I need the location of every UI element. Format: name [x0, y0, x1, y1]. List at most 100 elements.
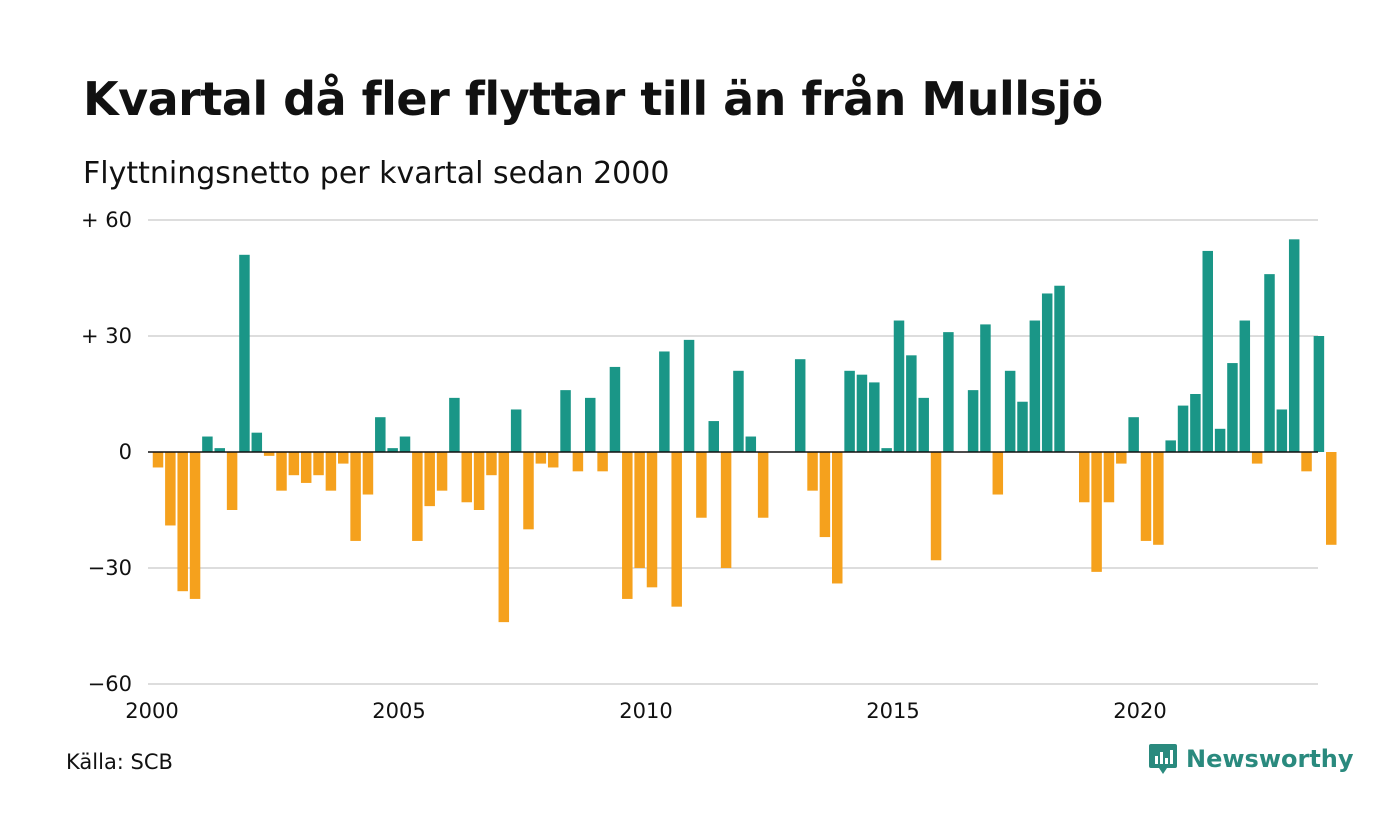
- bar: [486, 452, 497, 476]
- bar: [1326, 452, 1337, 545]
- bar: [1017, 401, 1028, 452]
- bar: [1079, 452, 1090, 503]
- bar: [152, 452, 164, 468]
- bar: [856, 374, 868, 452]
- bar: [338, 452, 349, 464]
- bar: [980, 324, 991, 452]
- x-tick-label: 2000: [125, 699, 178, 723]
- brand-name: Newsworthy: [1186, 745, 1354, 773]
- bar: [214, 448, 225, 452]
- bar: [819, 452, 831, 538]
- bar: [1103, 452, 1115, 503]
- bar: [659, 351, 670, 452]
- bar: [1054, 285, 1065, 452]
- bar: [1239, 320, 1251, 452]
- bar: [881, 448, 892, 452]
- bar: [473, 452, 485, 510]
- bar: [436, 452, 448, 491]
- bar: [757, 452, 769, 518]
- bar: [288, 452, 300, 476]
- source-note: Källa: SCB: [66, 750, 173, 774]
- newsworthy-logo-icon: [1149, 744, 1177, 774]
- bar: [745, 436, 757, 452]
- bar: [733, 370, 744, 452]
- bar: [165, 452, 176, 526]
- bar: [992, 452, 1004, 495]
- bar: [412, 452, 423, 541]
- bar: [1004, 370, 1016, 452]
- bar: [930, 452, 942, 561]
- bar: [844, 370, 855, 452]
- x-tick-label: 2020: [1113, 699, 1166, 723]
- y-tick-label: + 30: [81, 324, 132, 348]
- bar: [708, 421, 719, 452]
- grid-lines: [148, 219, 1318, 685]
- bar: [918, 397, 929, 452]
- bar: [1190, 394, 1201, 452]
- brand-logo: Newsworthy: [1148, 742, 1354, 776]
- y-axis-ticks: + 60 + 30 0 −30 −60: [81, 208, 132, 696]
- bar: [720, 452, 732, 568]
- bars: [152, 239, 1337, 623]
- bar: [239, 254, 250, 452]
- bar: [906, 355, 917, 452]
- bar: [1301, 452, 1312, 472]
- bar: [832, 452, 843, 584]
- bar: [547, 452, 559, 468]
- bar: [609, 366, 621, 452]
- bar: [313, 452, 324, 476]
- bar: [375, 417, 386, 452]
- bar: [1041, 293, 1053, 452]
- y-tick-label: 0: [119, 440, 132, 464]
- chart-subtitle: Flyttningsnetto per kvartal sedan 2000: [83, 156, 670, 191]
- bar: [1276, 409, 1288, 452]
- bar: [1165, 440, 1176, 452]
- bar: [1214, 428, 1226, 452]
- bar: [399, 436, 411, 452]
- bar: [177, 452, 188, 592]
- bar: [449, 397, 460, 452]
- y-tick-label: + 60: [81, 208, 132, 232]
- bar: [1264, 274, 1275, 452]
- bar: [510, 409, 522, 452]
- bar: [189, 452, 201, 599]
- bar: [523, 452, 534, 530]
- bar: [597, 452, 608, 472]
- bar: [1091, 452, 1102, 572]
- bar: [424, 452, 435, 507]
- bar: [362, 452, 374, 495]
- bar: [498, 452, 510, 623]
- bar: [967, 390, 979, 452]
- bar: [943, 332, 954, 452]
- bar: [251, 432, 263, 452]
- bar: [1116, 452, 1127, 464]
- bar: [893, 320, 905, 452]
- bar: [671, 452, 682, 607]
- bar: [572, 452, 584, 472]
- y-tick-label: −60: [88, 672, 132, 696]
- bar: [696, 452, 707, 518]
- bar: [535, 452, 547, 464]
- y-tick-label: −30: [88, 556, 132, 580]
- bar: [202, 436, 213, 452]
- bar: [1227, 363, 1238, 452]
- bar: [350, 452, 361, 541]
- bar: [263, 452, 275, 456]
- bar: [807, 452, 818, 491]
- bar-chart: + 60 + 30 0 −30 −60 2000 2005 2010 2015 2020: [81, 208, 1337, 723]
- bar: [1128, 417, 1139, 452]
- bar: [646, 452, 658, 588]
- bar: [1251, 452, 1263, 464]
- bar: [300, 452, 312, 483]
- bar: [683, 339, 695, 452]
- x-axis-ticks: 2000 2005 2010 2015 2020: [125, 699, 1166, 723]
- bar: [1288, 239, 1300, 452]
- bar: [869, 382, 880, 452]
- bar: [794, 359, 806, 452]
- bar: [1153, 452, 1164, 545]
- chart-title: Kvartal då fler flyttar till än från Mul…: [83, 72, 1103, 126]
- bar: [1140, 452, 1152, 541]
- x-tick-label: 2005: [372, 699, 425, 723]
- x-tick-label: 2010: [619, 699, 672, 723]
- bar: [634, 452, 645, 568]
